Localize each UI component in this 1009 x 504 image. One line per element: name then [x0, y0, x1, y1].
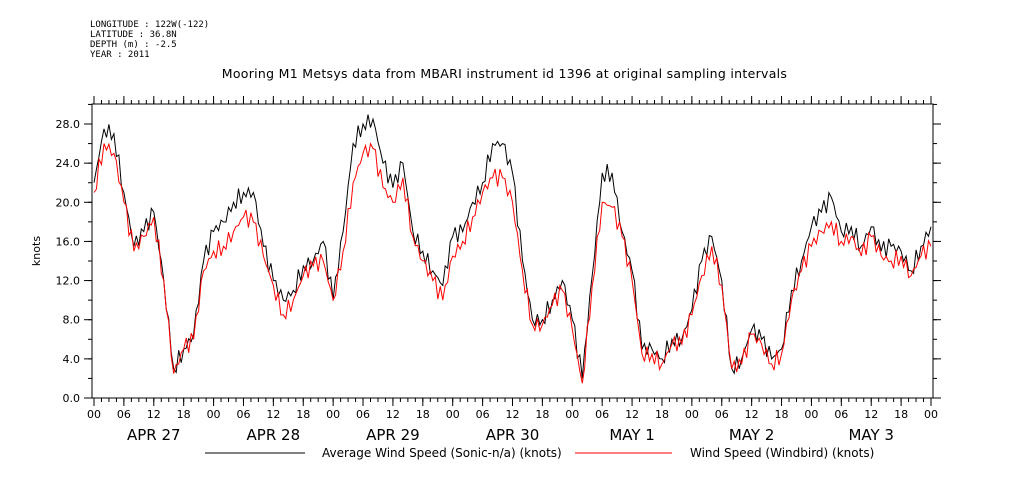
- y-axis-ticks: 0.0 4.0 8.0 12.0 16.0 20.0 24.0 28.0: [56, 118, 941, 405]
- x-hour-label: 12: [386, 408, 400, 421]
- x-hour-label: 18: [177, 408, 191, 421]
- x-hour-label: 06: [834, 408, 848, 421]
- x-hour-label: 12: [864, 408, 878, 421]
- latitude-text: LATITUDE : 36.8N: [90, 30, 177, 40]
- x-hour-label: 06: [476, 408, 490, 421]
- x-hour-label: 06: [117, 408, 131, 421]
- x-hour-label: 00: [87, 408, 101, 421]
- depth-text: DEPTH (m) : -2.5: [90, 40, 177, 50]
- x-hour-label: 12: [745, 408, 759, 421]
- x-hour-label: 06: [236, 408, 250, 421]
- x-day-label: MAY 1: [609, 426, 655, 444]
- minor-ticks: [88, 100, 937, 402]
- x-day-label: MAY 3: [848, 426, 894, 444]
- series-lines: [93, 114, 932, 384]
- y-tick-label: 0.0: [63, 392, 81, 405]
- x-hour-label: 00: [446, 408, 460, 421]
- x-day-label: APR 27: [127, 426, 181, 444]
- x-hour-label: 18: [655, 408, 669, 421]
- y-tick-label: 24.0: [56, 157, 81, 170]
- plot-frame: [91, 103, 934, 399]
- x-hour-label: 06: [715, 408, 729, 421]
- x-hour-label: 12: [625, 408, 639, 421]
- y-tick-label: 20.0: [56, 196, 81, 209]
- y-axis-label: knots: [30, 236, 43, 266]
- y-tick-label: 4.0: [63, 353, 81, 366]
- x-hour-label: 18: [535, 408, 549, 421]
- x-day-label: APR 29: [366, 426, 420, 444]
- legend-label-windbird: Wind Speed (Windbird) (knots): [690, 446, 874, 460]
- x-hour-label: 18: [416, 408, 430, 421]
- y-tick-label: 28.0: [56, 118, 81, 131]
- x-hour-label: 12: [506, 408, 520, 421]
- y-tick-label: 12.0: [56, 275, 81, 288]
- x-day-label: APR 28: [247, 426, 301, 444]
- series-line-windbird: [93, 142, 932, 384]
- legend-label-sonic: Average Wind Speed (Sonic-n/a) (knots): [322, 446, 562, 460]
- y-tick-label: 8.0: [63, 314, 81, 327]
- y-tick-label: 16.0: [56, 235, 81, 248]
- series-line-sonic: [93, 114, 932, 379]
- year-text: YEAR : 2011: [90, 50, 150, 60]
- x-hour-label: 00: [207, 408, 221, 421]
- legend: Average Wind Speed (Sonic-n/a) (knots) W…: [205, 446, 874, 460]
- x-hour-label: 18: [894, 408, 908, 421]
- x-hour-label: 18: [775, 408, 789, 421]
- x-hour-label: 12: [147, 408, 161, 421]
- x-hour-label: 12: [266, 408, 280, 421]
- chart-title: Mooring M1 Metsys data from MBARI instru…: [221, 66, 788, 81]
- x-day-label: APR 30: [486, 426, 540, 444]
- x-hour-label: 00: [565, 408, 579, 421]
- x-hour-label: 00: [685, 408, 699, 421]
- longitude-text: LONGITUDE : 122W(-122): [90, 20, 210, 30]
- x-day-label: MAY 2: [729, 426, 775, 444]
- metadata-block: LONGITUDE : 122W(-122) LATITUDE : 36.8N …: [90, 20, 209, 60]
- x-hour-label: 00: [924, 408, 938, 421]
- x-hour-label: 18: [296, 408, 310, 421]
- x-hour-label: 00: [804, 408, 818, 421]
- x-axis-ticks: 00 06 12 18 00 06 12 18 00 06 12 18 00 06 12 18 00 06 12 18…: [87, 96, 938, 444]
- x-hour-label: 00: [326, 408, 340, 421]
- x-hour-label: 06: [356, 408, 370, 421]
- x-hour-label: 06: [595, 408, 609, 421]
